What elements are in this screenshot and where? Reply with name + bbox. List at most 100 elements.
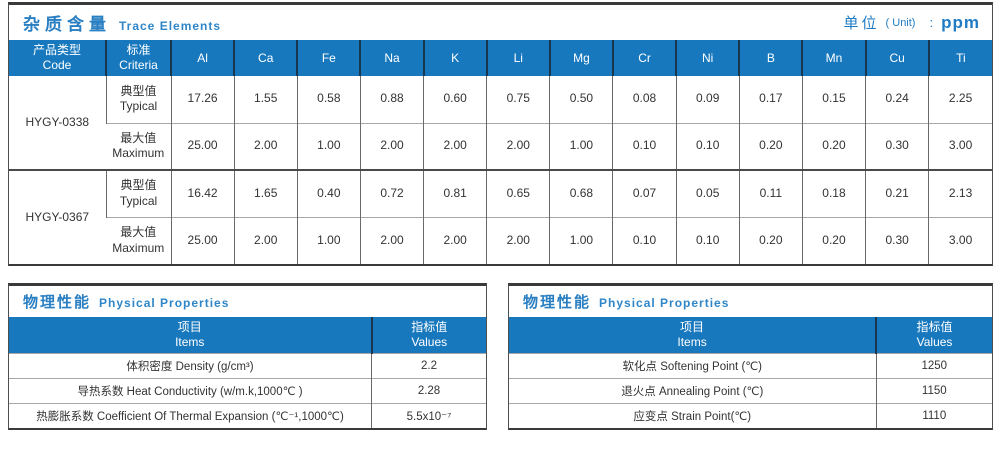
item-cell: 热膨胀系数 Coefficient Of Thermal Expansion (… — [9, 402, 372, 428]
item-cell: 体积密度 Density (g/cm³) — [9, 352, 372, 378]
value-cell: 0.68 — [549, 169, 613, 217]
value-cell: 0.10 — [612, 216, 677, 264]
value-cell: 0.20 — [801, 122, 866, 170]
value-cell: 2.2 — [371, 352, 486, 378]
product-code-cell: HYGY-0367 — [9, 169, 106, 264]
physical-left-title-en: Physical Properties — [99, 296, 230, 310]
table-row: 软化点 Softening Point (℃) 1250 — [509, 352, 992, 378]
table-row: 体积密度 Density (g/cm³) 2.2 — [9, 352, 486, 378]
value-cell: 0.05 — [675, 169, 740, 217]
table-row: HYGY-0338 典型值 Typical 17.26 1.55 0.58 0.… — [9, 76, 992, 129]
value-cell: 1.00 — [296, 122, 361, 170]
value-cell: 1.55 — [233, 76, 298, 123]
physical-right-title-zh: 物理性能 — [523, 294, 592, 311]
table-row: 应变点 Strain Point(℃) 1110 — [509, 402, 992, 428]
value-cell: 0.17 — [738, 76, 803, 123]
value-cell: 0.20 — [738, 216, 803, 264]
value-cell: 2.25 — [928, 76, 992, 123]
value-cell: 0.30 — [865, 216, 929, 264]
column-header-items: 项目 Items — [509, 317, 877, 353]
value-cell: 17.26 — [170, 76, 235, 123]
column-header-element: Ni — [675, 40, 740, 76]
physical-right-title-band: 物理性能 Physical Properties — [509, 286, 992, 317]
trace-elements-title-band: 杂质含量 Trace Elements 单位 ( Unit) : ppm — [9, 5, 992, 40]
column-header-element: Cr — [611, 40, 677, 76]
criteria-cell: 典型值 Typical — [105, 76, 171, 123]
physical-left-title-band: 物理性能 Physical Properties — [9, 286, 486, 317]
value-cell: 2.00 — [423, 216, 487, 264]
physical-left-table: 项目 Items 指标值 Values 体积密度 Density (g/cm³)… — [9, 317, 486, 428]
value-cell: 0.11 — [738, 169, 803, 217]
column-header-values: 指标值 Values — [875, 317, 992, 353]
physical-right-title: 物理性能 Physical Properties — [523, 291, 729, 312]
physical-left-title-zh: 物理性能 — [23, 294, 92, 311]
value-cell: 1250 — [875, 352, 992, 378]
value-cell: 1110 — [875, 402, 992, 428]
criteria-cell: 最大值 Maximum — [106, 216, 171, 264]
value-cell: 1.65 — [233, 169, 298, 217]
column-header-element: Mn — [801, 40, 866, 76]
value-cell: 0.75 — [486, 76, 550, 123]
trace-title-zh: 杂质含量 — [23, 15, 111, 34]
unit-label: 单位 ( Unit) : ppm — [844, 12, 980, 33]
column-header-values: 指标值 Values — [370, 317, 486, 353]
item-cell: 退火点 Annealing Point (℃) — [509, 377, 877, 403]
value-cell: 3.00 — [928, 216, 992, 264]
column-header-element: Ti — [927, 40, 992, 76]
value-cell: 0.09 — [675, 76, 740, 123]
value-cell: 2.00 — [233, 122, 298, 170]
physical-right-title-en: Physical Properties — [599, 296, 730, 310]
value-cell: 0.65 — [486, 169, 550, 217]
physical-properties-right-section: 物理性能 Physical Properties 项目 Items 指标值 Val… — [508, 283, 993, 430]
value-cell: 0.08 — [612, 76, 677, 123]
value-cell: 0.10 — [675, 216, 740, 264]
column-header-element: Cu — [864, 40, 929, 76]
unit-separator: : — [929, 15, 934, 30]
value-cell: 0.18 — [801, 169, 866, 217]
column-header-criteria: 标准 Criteria — [105, 40, 171, 76]
column-header-element: B — [738, 40, 803, 76]
value-cell: 0.10 — [675, 122, 740, 170]
table-row: 最大值 Maximum 25.00 2.00 1.00 2.00 2.00 2.… — [9, 122, 992, 170]
value-cell: 1.00 — [549, 216, 613, 264]
value-cell: 2.00 — [233, 216, 298, 264]
product-code-cell: HYGY-0338 — [25, 114, 90, 129]
value-cell: 3.00 — [928, 122, 992, 170]
value-cell: 0.07 — [612, 169, 677, 217]
value-cell: 1.00 — [296, 216, 361, 264]
item-cell: 应变点 Strain Point(℃) — [509, 402, 877, 428]
value-cell: 2.00 — [359, 216, 424, 264]
value-cell: 0.21 — [865, 169, 929, 217]
column-header-element: Fe — [296, 40, 361, 76]
physical-right-table: 项目 Items 指标值 Values 软化点 Softening Point … — [509, 317, 992, 428]
value-cell: 0.58 — [296, 76, 361, 123]
trace-elements-section: 杂质含量 Trace Elements 单位 ( Unit) : ppm 产品类型… — [8, 2, 993, 266]
table-row: 退火点 Annealing Point (℃) 1150 — [509, 377, 992, 403]
table-row: 导热系数 Heat Conductivity (w/m.k,1000℃ ) 2.… — [9, 377, 486, 403]
value-cell: 25.00 — [170, 216, 235, 264]
physical-right-header: 项目 Items 指标值 Values — [509, 317, 992, 353]
value-cell: 2.28 — [371, 377, 486, 403]
value-cell: 2.13 — [928, 169, 992, 217]
physical-properties-left-section: 物理性能 Physical Properties 项目 Items 指标值 Val… — [8, 283, 487, 430]
column-header-element: Na — [359, 40, 424, 76]
column-header-items: 项目 Items — [9, 317, 372, 353]
item-cell: 软化点 Softening Point (℃) — [509, 352, 877, 378]
value-cell: 0.20 — [801, 216, 866, 264]
column-header-element: Mg — [548, 40, 613, 76]
value-cell: 2.00 — [486, 216, 550, 264]
value-cell: 5.5x10⁻⁷ — [371, 402, 486, 428]
value-cell: 0.81 — [423, 169, 487, 217]
criteria-cell: 典型值 Typical — [105, 169, 171, 217]
column-header-element: Ca — [233, 40, 298, 76]
table-row: 热膨胀系数 Coefficient Of Thermal Expansion (… — [9, 402, 486, 428]
table-row: 最大值 Maximum 25.00 2.00 1.00 2.00 2.00 2.… — [9, 216, 992, 264]
trace-elements-table: 产品类型 Code 标准 Criteria Al Ca Fe Na K Li M… — [9, 40, 992, 264]
physical-left-title: 物理性能 Physical Properties — [23, 291, 229, 312]
criteria-cell: 最大值 Maximum — [106, 122, 171, 170]
item-cell: 导热系数 Heat Conductivity (w/m.k,1000℃ ) — [9, 377, 372, 403]
column-header-element: K — [422, 40, 487, 76]
unit-value: ppm — [941, 12, 980, 32]
value-cell: 1150 — [875, 377, 992, 403]
